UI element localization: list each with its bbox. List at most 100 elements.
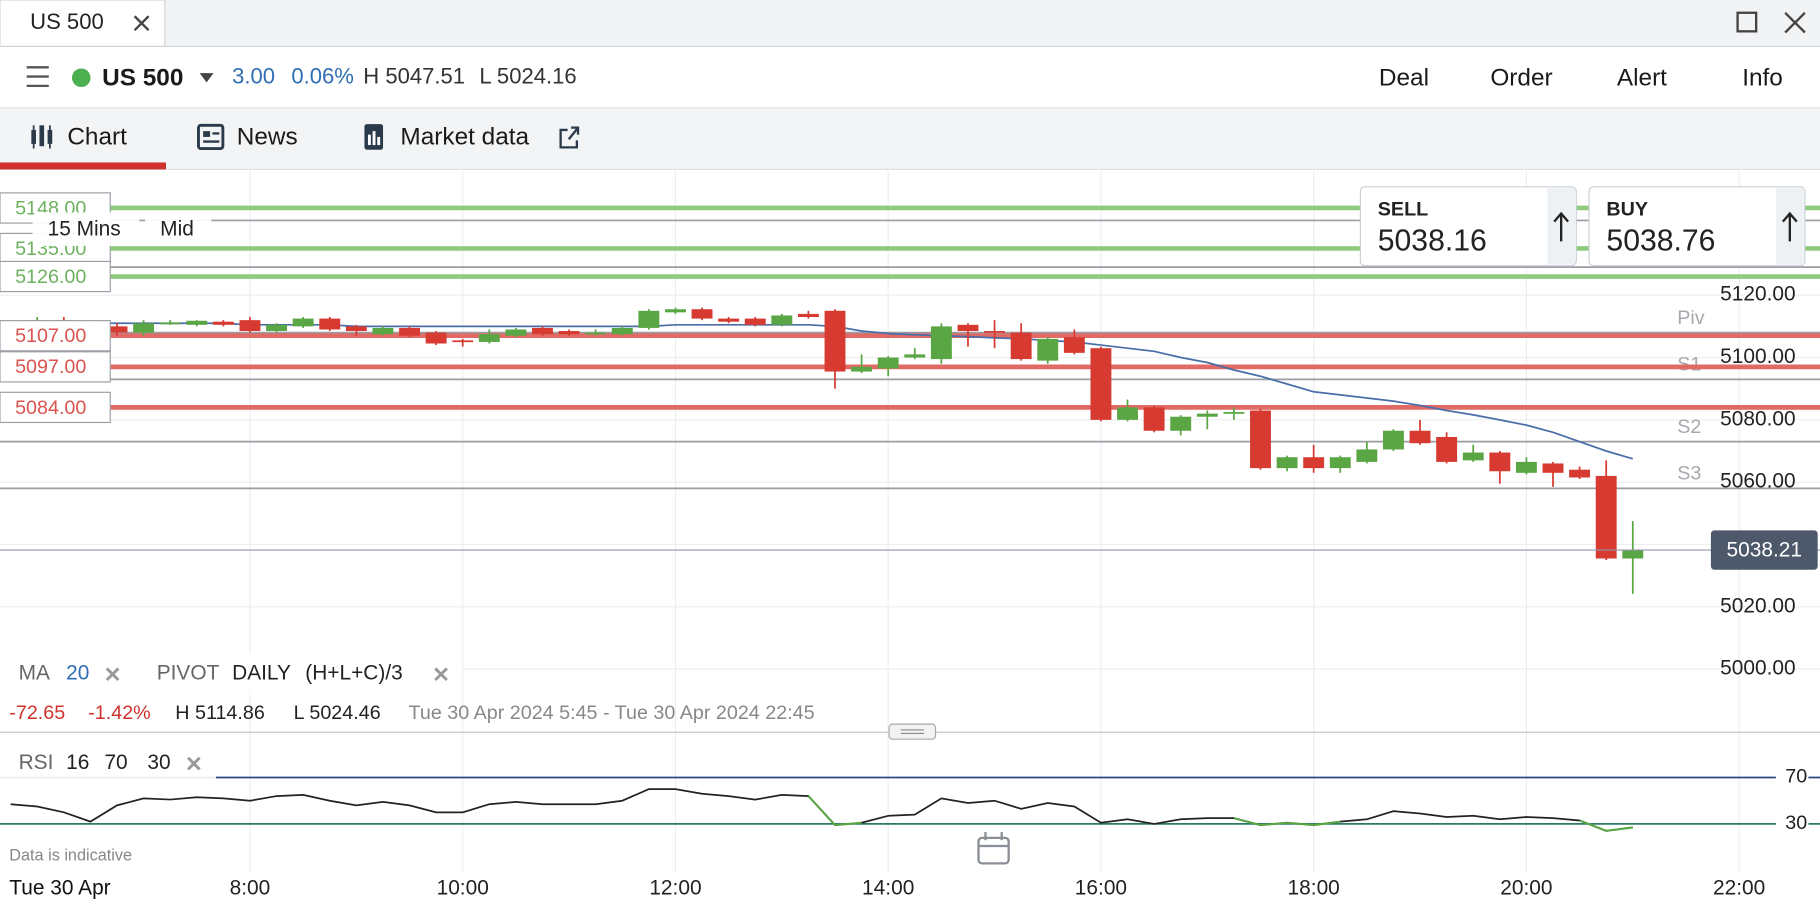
candle-body xyxy=(718,318,740,322)
axis-labels: 8:00 10:00 12:00 14:00 16:00 18:00 20:00 22:00 5… xyxy=(230,530,1818,899)
y-tick-label: 5060.00 xyxy=(1720,470,1795,493)
candle-body xyxy=(797,313,819,318)
low: L 5024.16 xyxy=(479,64,576,89)
level-label: 5107.00 xyxy=(15,325,86,347)
level-label: 5084.00 xyxy=(15,397,86,419)
remove-pivot[interactable] xyxy=(434,667,448,682)
candle-body xyxy=(1515,461,1537,473)
candle-body xyxy=(1037,338,1059,361)
resize-handle[interactable] xyxy=(888,723,937,740)
candle-body xyxy=(851,366,873,372)
x-tick-label: 10:00 xyxy=(437,876,489,899)
rsi-oversold xyxy=(1260,821,1288,827)
candle-body xyxy=(1489,452,1511,472)
candle-body xyxy=(372,327,394,335)
rsi-oversold xyxy=(1606,826,1633,832)
external-link[interactable] xyxy=(559,126,580,149)
pivot-formula: (H+L+C)/3 xyxy=(305,662,402,685)
candle-body xyxy=(1170,416,1192,431)
tab-close[interactable] xyxy=(133,15,150,31)
rsi-oversold xyxy=(807,795,836,826)
last-price-box xyxy=(1710,530,1818,570)
active-indicator xyxy=(0,162,166,170)
x-tick-label: 20:00 xyxy=(1500,876,1552,899)
buy-label: BUY xyxy=(1606,198,1648,220)
x-tick-label: 14:00 xyxy=(862,876,914,899)
ma-name: MA xyxy=(19,662,50,685)
candle-body xyxy=(1542,463,1564,473)
level-box xyxy=(0,260,111,293)
candle-body xyxy=(478,334,500,342)
level-label: 5097.00 xyxy=(15,356,86,378)
maximize[interactable] xyxy=(1736,11,1758,33)
period-range: Tue 30 Apr 2024 5:45 - Tue 30 Apr 2024 2… xyxy=(409,702,815,724)
rsi-upper: 70 xyxy=(104,751,127,774)
tab[interactable] xyxy=(0,0,166,47)
candle-body xyxy=(1303,457,1325,469)
price-type-button[interactable] xyxy=(145,212,212,247)
close[interactable] xyxy=(1784,11,1806,34)
chart-icon xyxy=(31,125,53,149)
nav-tab[interactable]: News xyxy=(237,124,298,151)
action[interactable]: Info xyxy=(1742,64,1783,91)
note: Data is indicative xyxy=(9,847,132,865)
pivot-label: S2 xyxy=(1677,416,1701,438)
candle-body xyxy=(1196,413,1218,417)
candle-body xyxy=(106,326,128,333)
caret[interactable] xyxy=(199,73,214,83)
rsi-oversold xyxy=(1286,821,1314,827)
candle-body xyxy=(824,310,846,372)
menu[interactable] xyxy=(26,66,49,88)
rsi-panel xyxy=(0,776,1820,832)
candle-body xyxy=(1117,407,1138,420)
candle-body xyxy=(638,310,660,328)
rsi-name: RSI xyxy=(19,751,54,774)
period-high: H 5114.86 xyxy=(175,702,265,724)
level-box xyxy=(0,351,111,383)
interval-button[interactable] xyxy=(32,212,140,247)
rsi-legend-bg xyxy=(0,742,216,783)
candle-body xyxy=(904,354,926,358)
y-tick-label: 5120.00 xyxy=(1720,283,1795,306)
candle-body xyxy=(558,331,580,335)
news-icon xyxy=(197,123,225,150)
action[interactable]: Order xyxy=(1490,64,1552,91)
status-dot xyxy=(71,68,91,88)
candle-body xyxy=(399,327,420,336)
candle-body xyxy=(1223,412,1245,414)
candle-body xyxy=(1250,410,1271,469)
nav-tab[interactable]: Market data xyxy=(400,124,529,151)
candle-body xyxy=(1329,457,1351,469)
tab-title: US 500 xyxy=(30,9,104,34)
y-tick-label: 5100.00 xyxy=(1720,345,1795,368)
buy-button[interactable] xyxy=(1588,186,1806,267)
market-icon xyxy=(364,124,384,150)
candle-body xyxy=(744,318,766,325)
instrument-name[interactable]: US 500 xyxy=(102,64,183,91)
rsi-oversold xyxy=(1233,817,1261,827)
candle-body xyxy=(532,327,553,335)
candle-body xyxy=(984,331,1006,333)
sell-button[interactable] xyxy=(1359,186,1577,267)
candle-body xyxy=(611,327,633,335)
candle-body xyxy=(159,322,181,325)
candle-body xyxy=(1436,436,1458,462)
date-label: Tue 30 Apr xyxy=(9,876,110,899)
sell-arrow xyxy=(1553,211,1570,242)
rsi-oversold xyxy=(1579,819,1607,832)
remove-rsi[interactable] xyxy=(187,756,201,771)
action[interactable]: Alert xyxy=(1617,64,1667,91)
candle-body xyxy=(292,318,314,327)
candle-body xyxy=(771,315,793,325)
nav-tab[interactable]: Chart xyxy=(67,124,127,151)
candle-body xyxy=(1090,348,1112,420)
action[interactable]: Deal xyxy=(1379,64,1429,91)
candle-body xyxy=(1010,332,1032,360)
calendar[interactable] xyxy=(977,832,1010,865)
buy-price: 5038.76 xyxy=(1606,225,1715,258)
remove-ma[interactable] xyxy=(105,667,120,682)
candle-body xyxy=(1569,469,1591,478)
candle-body xyxy=(930,326,952,360)
candle-body xyxy=(212,321,234,325)
rsi-oversold xyxy=(834,821,862,827)
